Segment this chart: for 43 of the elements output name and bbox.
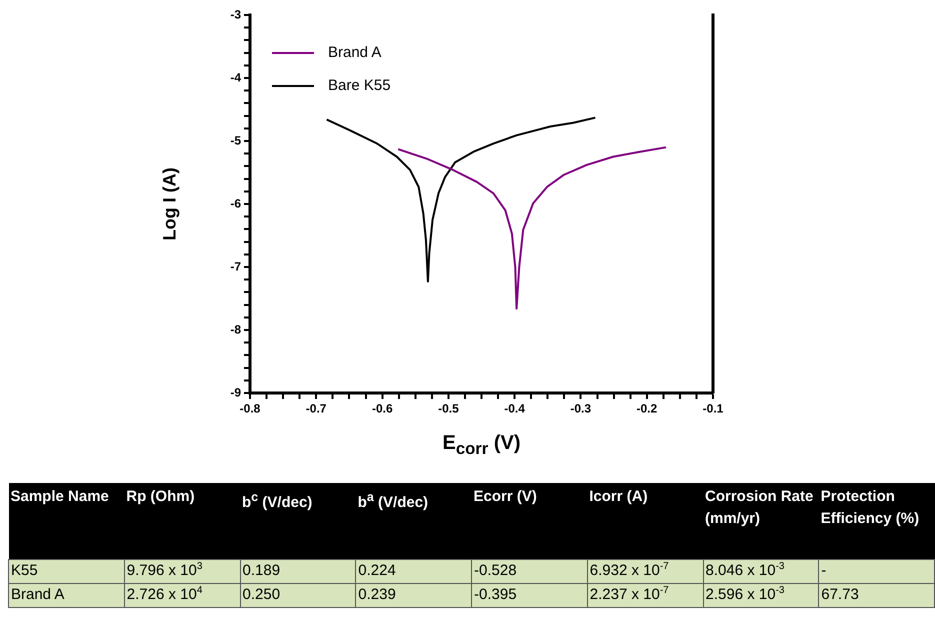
x-tick-label: -0.8 xyxy=(240,402,261,416)
y-tick-label: -5 xyxy=(230,133,242,148)
x-tick-label: -0.5 xyxy=(438,402,460,416)
legend-label: Bare K55 xyxy=(328,77,391,94)
category-label: Protection Efficiency (%) xyxy=(818,483,934,559)
x-axis-title: E$_{corr}$ (V) xyxy=(442,432,522,459)
x-tick-label: -0.4 xyxy=(504,402,526,416)
y-tick-label: -3 xyxy=(230,7,242,22)
text: 0.224 xyxy=(356,559,472,583)
y-tick-label: -4 xyxy=(230,70,242,84)
category-label: Corrosion Rate (mm/yr) xyxy=(703,483,819,559)
text: 6.932 x 10$^{-7}$ xyxy=(587,559,703,583)
text: 67.73 xyxy=(818,583,934,607)
text: - xyxy=(818,559,934,583)
category-label: b$^{c}$ (V/dec) xyxy=(240,483,356,559)
category-label: Sample Name xyxy=(8,483,124,559)
category-label: Icorr (A) xyxy=(587,483,703,559)
y-tick-label: -7 xyxy=(230,259,242,274)
legend-label: Brand A xyxy=(328,44,382,61)
y-axis-title: Log I (A) xyxy=(160,168,180,240)
y-tick-label: -8 xyxy=(230,322,242,336)
text: 2.237 x 10$^{-7}$ xyxy=(587,583,703,607)
text: 0.189 xyxy=(240,559,356,583)
category-label: Ecorr (V) xyxy=(472,483,588,559)
text: K55 xyxy=(8,559,124,583)
text: Brand A xyxy=(8,583,124,607)
text: -0.395 xyxy=(472,583,588,607)
y-tick-label: -9 xyxy=(230,385,242,400)
category-label: b$^{a}$ (V/dec) xyxy=(356,483,472,559)
text: 8.046 x 10$^{-3}$ xyxy=(703,559,819,583)
x-tick-label: -0.1 xyxy=(702,402,724,416)
text: 2.726 x 10$^{4}$ xyxy=(124,583,240,607)
text: -0.528 xyxy=(472,559,588,583)
x-tick-label: -0.6 xyxy=(372,402,393,416)
x-tick-label: -0.3 xyxy=(570,402,592,416)
x-tick-label: -0.7 xyxy=(306,402,327,416)
y-tick-label: -6 xyxy=(230,196,242,210)
text: 0.250 xyxy=(240,583,356,607)
category-label: Rp (Ohm) xyxy=(124,483,240,559)
text: 9.796 x 10$^{3}$ xyxy=(124,559,240,583)
text: 0.239 xyxy=(356,583,472,607)
text: 2.596 x 10$^{-3}$ xyxy=(703,583,819,607)
x-tick-label: -0.2 xyxy=(636,402,658,416)
